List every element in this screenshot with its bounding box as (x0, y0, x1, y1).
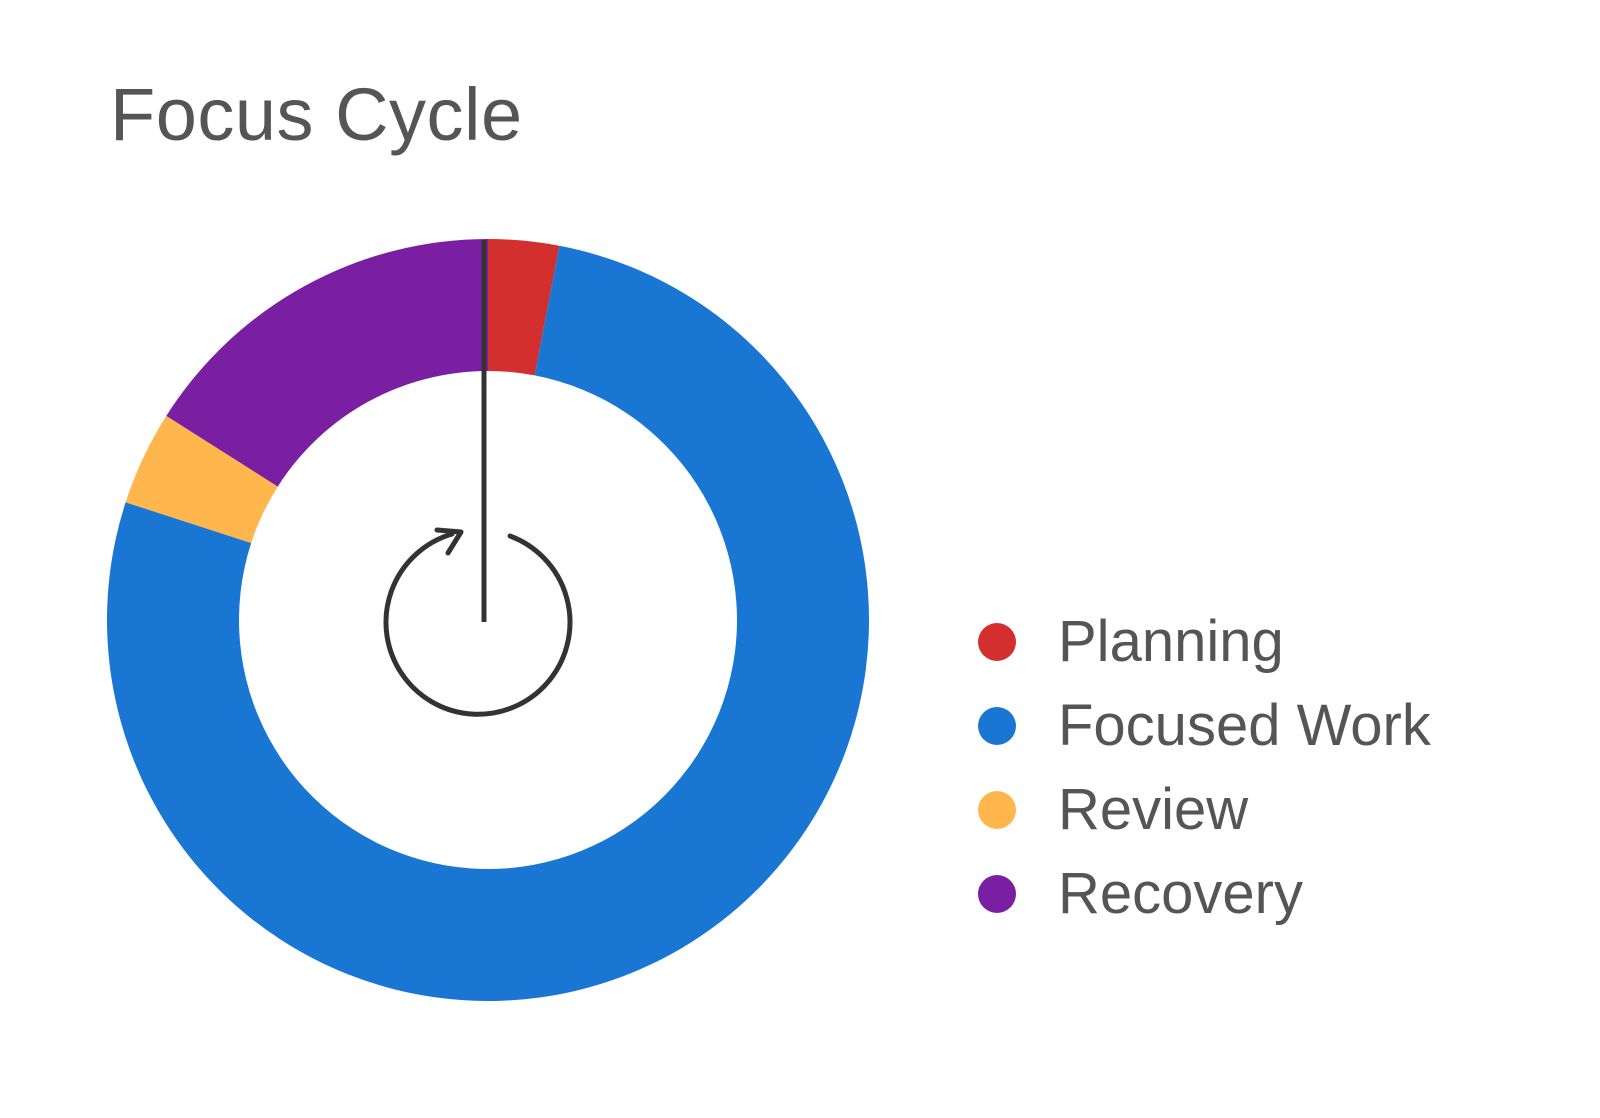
legend-item-recovery: Recovery (978, 852, 1431, 936)
legend-label: Review (1058, 777, 1249, 842)
chart-title: Focus Cycle (110, 73, 523, 156)
slice-review (125, 415, 278, 544)
legend-swatch (978, 875, 1016, 913)
chart-legend: Planning Focused Work Review Recovery (978, 600, 1431, 936)
legend-swatch (978, 707, 1016, 745)
slice-focused-work (107, 245, 870, 1002)
legend-label: Focused Work (1058, 693, 1431, 758)
legend-swatch (978, 623, 1016, 661)
cycle-arrow-icon (383, 527, 573, 717)
legend-label: Recovery (1058, 861, 1303, 926)
slice-recovery (166, 238, 488, 487)
legend-item-focused-work: Focused Work (978, 684, 1431, 768)
slice-planning (488, 239, 560, 376)
legend-label: Planning (1058, 609, 1284, 674)
donut-slices (107, 238, 870, 1002)
legend-item-review: Review (978, 768, 1431, 852)
legend-item-planning: Planning (978, 600, 1431, 684)
legend-swatch (978, 791, 1016, 829)
